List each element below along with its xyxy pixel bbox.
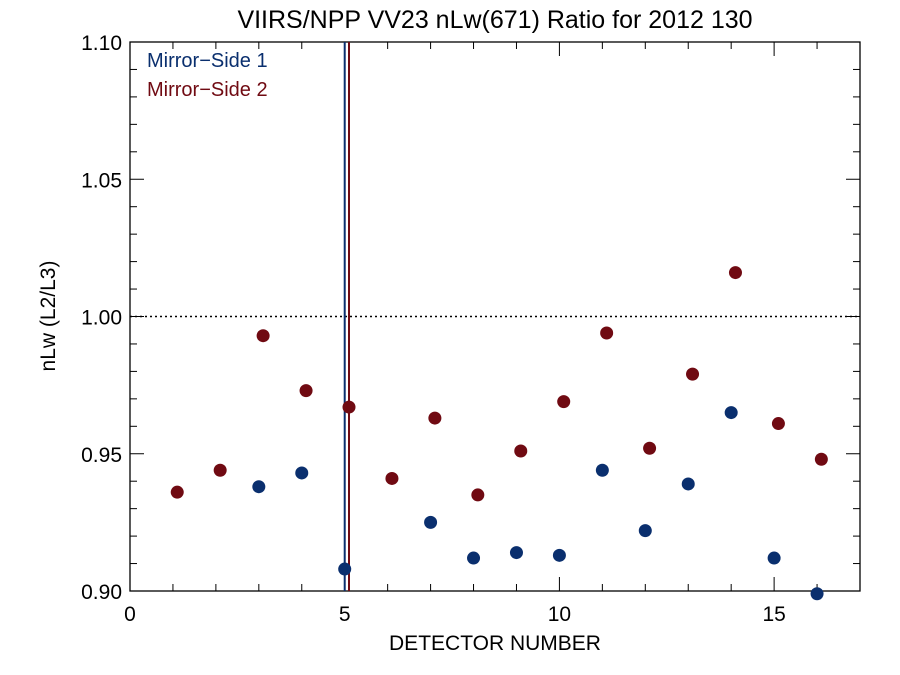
y-tick-label: 1.05 xyxy=(81,169,122,192)
x-tick-label: 5 xyxy=(339,603,351,626)
data-point-mirror-side-1 xyxy=(424,515,438,529)
data-point-mirror-side-1 xyxy=(638,524,652,538)
data-point-mirror-side-2 xyxy=(385,471,399,485)
data-point-mirror-side-2 xyxy=(514,444,528,458)
data-point-mirror-side-1 xyxy=(252,480,266,494)
x-tick-label: 0 xyxy=(124,603,136,626)
data-point-mirror-side-2 xyxy=(170,485,184,499)
legend-entry-mirror-side-2: Mirror−Side 2 xyxy=(147,79,268,101)
data-point-mirror-side-2 xyxy=(342,400,356,414)
x-axis-title: DETECTOR NUMBER xyxy=(389,632,601,655)
y-tick-label: 1.00 xyxy=(81,307,122,330)
data-point-mirror-side-2 xyxy=(428,411,442,425)
y-tick-label: 0.95 xyxy=(81,444,122,467)
data-point-mirror-side-2 xyxy=(557,395,571,409)
chart-title: VIIRS/NPP VV23 nLw(671) Ratio for 2012 1… xyxy=(237,6,752,34)
data-point-mirror-side-2 xyxy=(643,441,657,455)
y-axis-title: nLw (L2/L3) xyxy=(37,261,60,372)
data-point-mirror-side-1 xyxy=(810,587,824,601)
data-point-mirror-side-1 xyxy=(552,548,566,562)
plot-area: 0 5 10 15 0.90 0.95 1.00 1.05 1.10 Mirror−Side 1 M… xyxy=(81,32,861,626)
data-point-mirror-side-2 xyxy=(299,384,313,398)
data-point-mirror-side-1 xyxy=(509,546,523,560)
data-point-mirror-side-1 xyxy=(595,463,609,477)
data-point-mirror-side-2 xyxy=(600,326,614,340)
y-tick-label: 0.90 xyxy=(81,581,122,604)
data-point-mirror-side-1 xyxy=(467,551,481,565)
x-tick-label: 10 xyxy=(548,603,571,626)
data-point-mirror-side-1 xyxy=(295,466,309,480)
data-point-mirror-side-1 xyxy=(724,406,738,420)
data-point-mirror-side-2 xyxy=(814,452,828,466)
data-point-mirror-side-2 xyxy=(771,417,785,431)
data-point-mirror-side-1 xyxy=(767,551,781,565)
data-point-mirror-side-2 xyxy=(256,329,270,343)
x-tick-label: 15 xyxy=(762,603,785,626)
data-point-mirror-side-2 xyxy=(213,463,227,477)
data-point-mirror-side-2 xyxy=(728,266,742,280)
y-tick-label: 1.10 xyxy=(81,32,122,55)
data-point-mirror-side-1 xyxy=(681,477,695,491)
legend-entry-mirror-side-1: Mirror−Side 1 xyxy=(147,50,268,72)
data-point-mirror-side-2 xyxy=(686,367,700,381)
data-point-mirror-side-2 xyxy=(471,488,485,502)
data-point-mirror-side-1 xyxy=(338,562,352,576)
